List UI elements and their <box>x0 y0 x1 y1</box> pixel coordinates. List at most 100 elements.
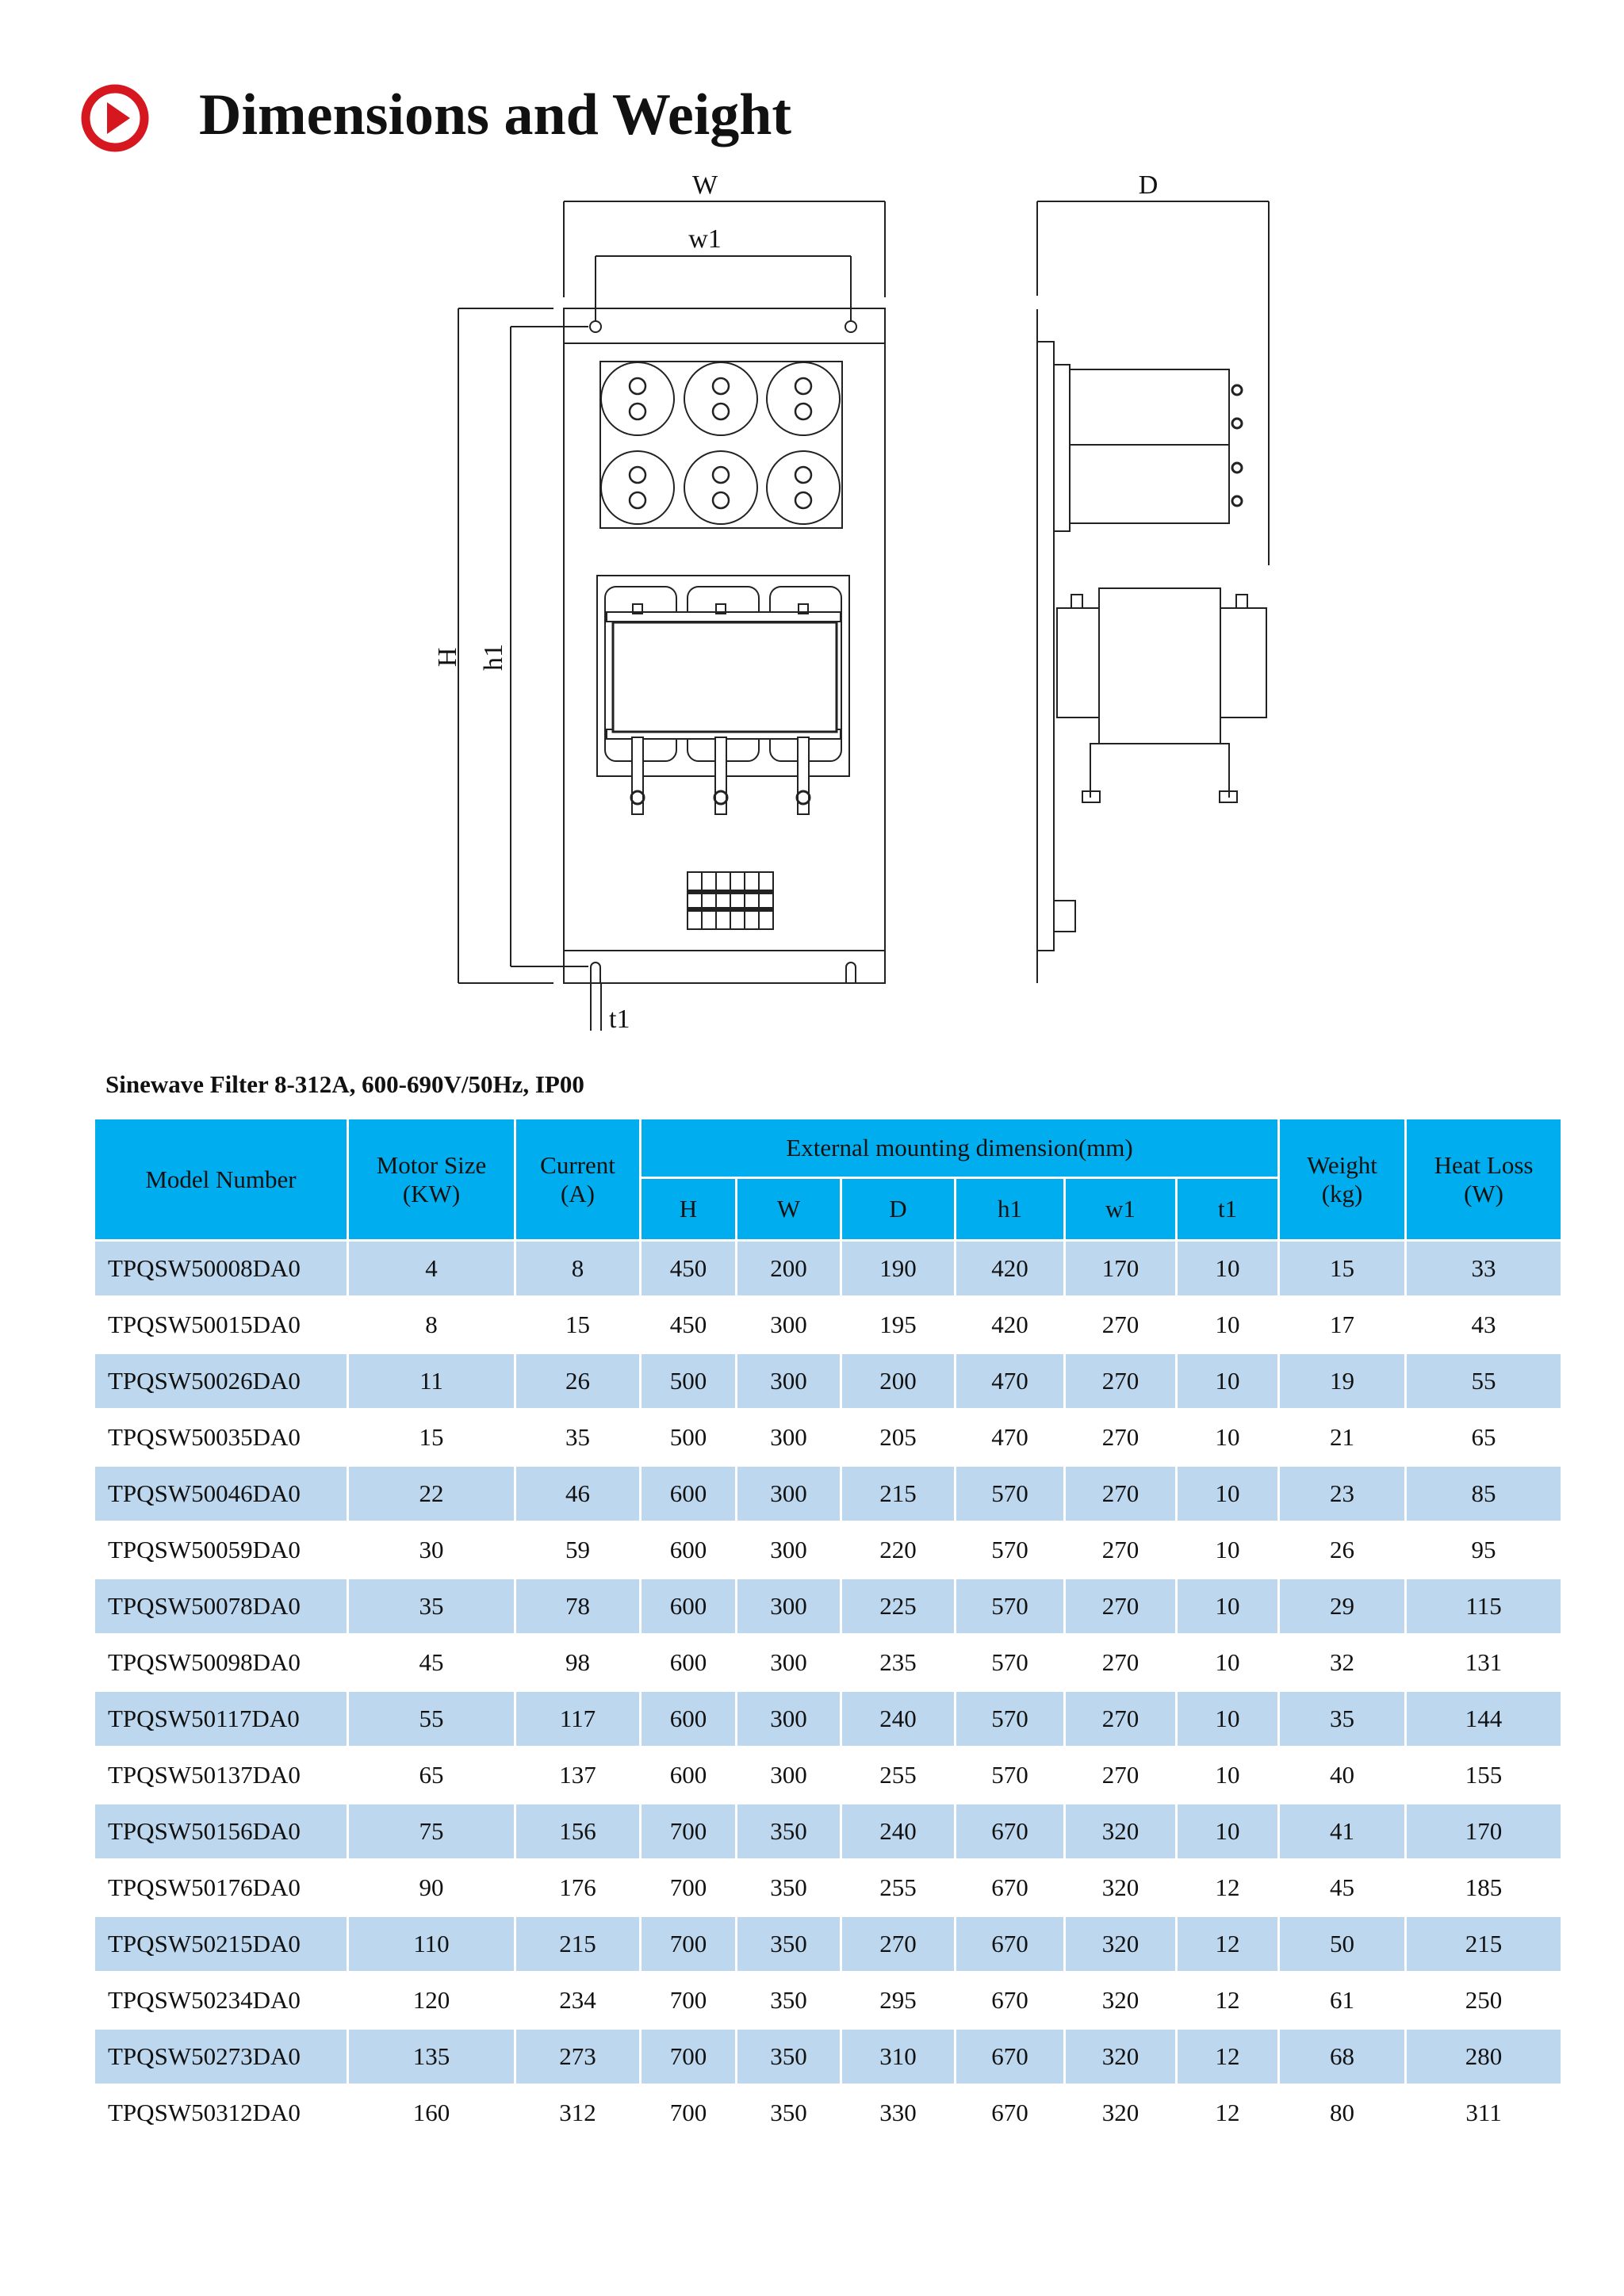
table-cell: 50 <box>1277 1915 1408 1973</box>
table-cell: 26 <box>1277 1521 1408 1579</box>
table-cell: 215 <box>1404 1915 1564 1973</box>
cell-model-number: TPQSW50273DA0 <box>93 2027 349 2086</box>
front-view <box>458 201 886 1031</box>
table-cell: 55 <box>1404 1352 1564 1410</box>
table-cell: 300 <box>735 1408 842 1467</box>
header-model-number: Model Number <box>93 1117 349 1242</box>
table-cell: 220 <box>840 1521 956 1579</box>
table-cell: 270 <box>1063 1295 1178 1354</box>
table-cell: 4 <box>347 1239 516 1298</box>
table-cell: 320 <box>1063 1915 1178 1973</box>
page-title: Dimensions and Weight <box>199 82 792 147</box>
header-weight: Weight (kg) <box>1277 1117 1408 1242</box>
table-cell: 160 <box>347 2084 516 2142</box>
label-h: H <box>433 648 462 668</box>
table-cell: 250 <box>1404 1971 1564 2030</box>
table-cell: 570 <box>954 1633 1066 1692</box>
table-cell: 155 <box>1404 1746 1564 1804</box>
table-cell: 45 <box>1277 1858 1408 1917</box>
terminal-block <box>687 871 774 930</box>
table-cell: 15 <box>514 1295 642 1354</box>
table-cell: 350 <box>735 2084 842 2142</box>
table-cell: 273 <box>514 2027 642 2086</box>
table-cell: 200 <box>840 1352 956 1410</box>
table-cell: 35 <box>1277 1689 1408 1748</box>
dimension-drawing: W w1 H h1 t1 D <box>433 170 1270 1031</box>
label-t1: t1 <box>609 1004 630 1031</box>
table-cell: 600 <box>639 1577 737 1636</box>
table-cell: 85 <box>1404 1464 1564 1523</box>
table-cell: 300 <box>735 1746 842 1804</box>
label-w1: w1 <box>688 224 722 254</box>
table-cell: 311 <box>1404 2084 1564 2142</box>
table-cell: 117 <box>514 1689 642 1748</box>
table-cell: 110 <box>347 1915 516 1973</box>
table-cell: 300 <box>735 1577 842 1636</box>
header-motor-size: Motor Size (KW) <box>347 1117 516 1242</box>
table-row: TPQSW50035DA0 15 35 500 300 205 470 270 10 21 65 <box>93 1408 1564 1467</box>
table-cell: 225 <box>840 1577 956 1636</box>
table-cell: 570 <box>954 1689 1066 1748</box>
table-cell: 270 <box>1063 1352 1178 1410</box>
table-cell: 46 <box>514 1464 642 1523</box>
table-cell: 59 <box>514 1521 642 1579</box>
header-d: D <box>840 1177 956 1242</box>
table-cell: 450 <box>639 1239 737 1298</box>
table-cell: 420 <box>954 1295 1066 1354</box>
side-view <box>1036 201 1270 983</box>
table-cell: 115 <box>1404 1577 1564 1636</box>
table-cell: 300 <box>735 1295 842 1354</box>
table-cell: 320 <box>1063 1971 1178 2030</box>
table-cell: 234 <box>514 1971 642 2030</box>
table-cell: 670 <box>954 1858 1066 1917</box>
table-cell: 300 <box>735 1633 842 1692</box>
table-cell: 270 <box>1063 1633 1178 1692</box>
label-h1: h1 <box>479 644 508 671</box>
table-cell: 700 <box>639 2084 737 2142</box>
table-cell: 137 <box>514 1746 642 1804</box>
table-cell: 12 <box>1174 1971 1281 2030</box>
table-cell: 10 <box>1174 1521 1281 1579</box>
table-cell: 470 <box>954 1352 1066 1410</box>
table-cell: 10 <box>1174 1352 1281 1410</box>
cell-model-number: TPQSW50059DA0 <box>93 1521 349 1579</box>
table-cell: 350 <box>735 1971 842 2030</box>
table-cell: 235 <box>840 1633 956 1692</box>
table-cell: 176 <box>514 1858 642 1917</box>
table-cell: 205 <box>840 1408 956 1467</box>
table-cell: 270 <box>1063 1689 1178 1748</box>
table-cell: 600 <box>639 1521 737 1579</box>
table-cell: 35 <box>347 1577 516 1636</box>
table-row: TPQSW50137DA0 65 137 600 300 255 570 270 10 40 155 <box>93 1746 1564 1804</box>
table-cell: 10 <box>1174 1239 1281 1298</box>
table-cell: 10 <box>1174 1577 1281 1636</box>
table-cell: 75 <box>347 1802 516 1861</box>
table-cell: 131 <box>1404 1633 1564 1692</box>
table-cell: 15 <box>1277 1239 1408 1298</box>
table-row: TPQSW50234DA0 120 234 700 350 295 670 320 12 61 25… <box>93 1971 1564 2030</box>
table-cell: 11 <box>347 1352 516 1410</box>
table-cell: 240 <box>840 1802 956 1861</box>
table-cell: 700 <box>639 1915 737 1973</box>
table-cell: 270 <box>840 1915 956 1973</box>
cell-model-number: TPQSW50008DA0 <box>93 1239 349 1298</box>
table-cell: 30 <box>347 1521 516 1579</box>
table-cell: 270 <box>1063 1464 1178 1523</box>
table-row: TPQSW50312DA0 160 312 700 350 330 670 320 12 80 31… <box>93 2084 1564 2142</box>
table-cell: 185 <box>1404 1858 1564 1917</box>
table-cell: 600 <box>639 1746 737 1804</box>
table-cell: 270 <box>1063 1746 1178 1804</box>
table-cell: 12 <box>1174 1915 1281 1973</box>
table-cell: 135 <box>347 2027 516 2086</box>
table-row: TPQSW50098DA0 45 98 600 300 235 570 270 10 32 131 <box>93 1633 1564 1692</box>
table-row: TPQSW50176DA0 90 176 700 350 255 670 320 12 45 185 <box>93 1858 1564 1917</box>
table-row: TPQSW50273DA0 135 273 700 350 310 670 320 12 68 28… <box>93 2027 1564 2086</box>
header-t1: t1 <box>1174 1177 1281 1242</box>
cell-model-number: TPQSW50117DA0 <box>93 1689 349 1748</box>
header-heat-loss: Heat Loss (W) <box>1404 1117 1564 1242</box>
table-cell: 310 <box>840 2027 956 2086</box>
table-row: TPQSW50059DA0 30 59 600 300 220 570 270 10 26 95 <box>93 1521 1564 1579</box>
table-cell: 190 <box>840 1239 956 1298</box>
table-cell: 26 <box>514 1352 642 1410</box>
table-cell: 320 <box>1063 1858 1178 1917</box>
